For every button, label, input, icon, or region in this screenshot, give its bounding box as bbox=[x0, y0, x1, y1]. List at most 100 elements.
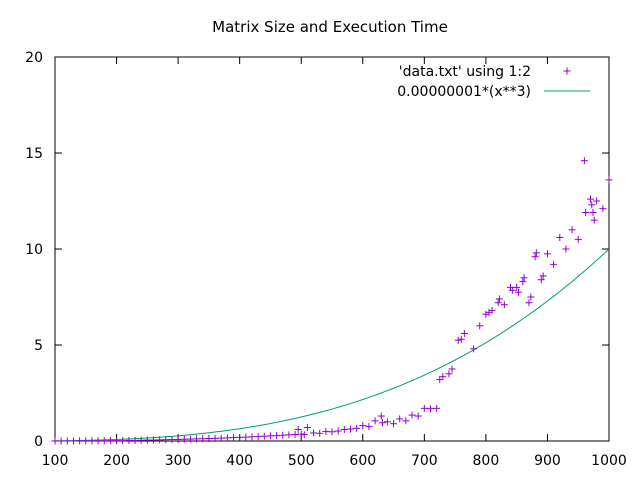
y-tick-label: 15 bbox=[25, 146, 43, 162]
data-point bbox=[402, 417, 410, 425]
data-point bbox=[436, 376, 444, 384]
data-point bbox=[359, 422, 367, 430]
legend-label-curve: 0.00000001*(x**3) bbox=[397, 84, 531, 100]
data-point bbox=[279, 431, 287, 439]
data-point bbox=[457, 335, 465, 343]
data-point bbox=[174, 435, 182, 443]
data-point bbox=[580, 157, 588, 165]
x-tick-label: 900 bbox=[534, 453, 561, 469]
data-point bbox=[291, 430, 299, 438]
data-point bbox=[353, 424, 361, 432]
data-point bbox=[322, 427, 330, 435]
data-point bbox=[51, 437, 59, 445]
data-point bbox=[273, 432, 281, 440]
data-point bbox=[125, 436, 133, 444]
data-point bbox=[485, 308, 493, 316]
data-point bbox=[254, 433, 262, 441]
data-point bbox=[377, 412, 385, 420]
data-point bbox=[378, 419, 386, 427]
data-point bbox=[439, 373, 447, 381]
data-point bbox=[396, 415, 404, 423]
data-point bbox=[217, 434, 225, 442]
data-point bbox=[371, 417, 379, 425]
data-point bbox=[88, 437, 96, 445]
data-point bbox=[582, 209, 590, 217]
data-point bbox=[448, 365, 456, 373]
data-point bbox=[310, 429, 318, 437]
x-tick-label: 200 bbox=[103, 453, 130, 469]
x-tick-label: 800 bbox=[473, 453, 500, 469]
data-point bbox=[383, 418, 391, 426]
data-point bbox=[106, 437, 114, 445]
data-point bbox=[414, 412, 422, 420]
data-point bbox=[340, 425, 348, 433]
data-point bbox=[525, 299, 533, 307]
data-point bbox=[508, 286, 516, 294]
data-point bbox=[211, 434, 219, 442]
data-point bbox=[390, 420, 398, 428]
y-tick-label: 5 bbox=[34, 338, 43, 354]
data-point bbox=[205, 435, 213, 443]
data-point bbox=[460, 329, 468, 337]
data-point bbox=[500, 301, 508, 309]
data-point bbox=[445, 370, 453, 378]
data-point bbox=[316, 429, 324, 437]
data-point bbox=[186, 435, 194, 443]
plot-border bbox=[54, 56, 610, 442]
data-point bbox=[537, 276, 545, 284]
data-point bbox=[543, 250, 551, 258]
data-point bbox=[334, 427, 342, 435]
x-tick-label: 600 bbox=[349, 453, 376, 469]
data-point bbox=[285, 431, 293, 439]
data-point bbox=[223, 434, 231, 442]
data-point bbox=[63, 437, 71, 445]
data-point bbox=[168, 435, 176, 443]
data-point bbox=[589, 209, 597, 217]
data-point bbox=[494, 299, 502, 307]
data-point bbox=[588, 201, 596, 209]
data-point bbox=[100, 437, 108, 445]
data-point bbox=[593, 197, 601, 205]
x-tick-label: 300 bbox=[165, 453, 192, 469]
data-point bbox=[531, 253, 539, 261]
data-point bbox=[131, 436, 139, 444]
x-tick-label: 100 bbox=[42, 453, 69, 469]
data-point bbox=[294, 425, 302, 433]
data-point bbox=[236, 433, 244, 441]
y-tick-label: 10 bbox=[25, 242, 43, 258]
y-tick-label: 0 bbox=[34, 434, 43, 450]
data-point bbox=[69, 437, 77, 445]
data-point bbox=[532, 249, 540, 257]
x-tick-label: 500 bbox=[288, 453, 315, 469]
data-point bbox=[539, 272, 547, 280]
data-point bbox=[143, 436, 151, 444]
data-point bbox=[515, 288, 523, 296]
data-point bbox=[303, 424, 311, 432]
data-point bbox=[420, 404, 428, 412]
data-point bbox=[495, 295, 503, 303]
legend: 'data.txt' using 1:2 0.00000001*(x**3) bbox=[397, 64, 590, 100]
data-point bbox=[599, 205, 607, 213]
data-point bbox=[550, 260, 558, 268]
data-point bbox=[587, 195, 595, 203]
data-point bbox=[266, 432, 274, 440]
data-point bbox=[193, 435, 201, 443]
data-point bbox=[119, 437, 127, 445]
data-point bbox=[113, 437, 121, 445]
y-tick-label: 20 bbox=[25, 50, 43, 66]
data-point bbox=[513, 283, 521, 291]
data-point bbox=[426, 405, 434, 413]
data-point bbox=[605, 176, 613, 184]
data-point bbox=[156, 436, 164, 444]
data-point bbox=[562, 245, 570, 253]
data-point bbox=[162, 436, 170, 444]
data-point bbox=[346, 425, 354, 433]
data-point bbox=[454, 336, 462, 344]
data-point bbox=[199, 435, 207, 443]
legend-label-data: 'data.txt' using 1:2 bbox=[399, 64, 531, 80]
data-point bbox=[57, 437, 65, 445]
data-point bbox=[476, 322, 484, 330]
x-tick-label: 400 bbox=[226, 453, 253, 469]
data-point bbox=[365, 423, 373, 431]
